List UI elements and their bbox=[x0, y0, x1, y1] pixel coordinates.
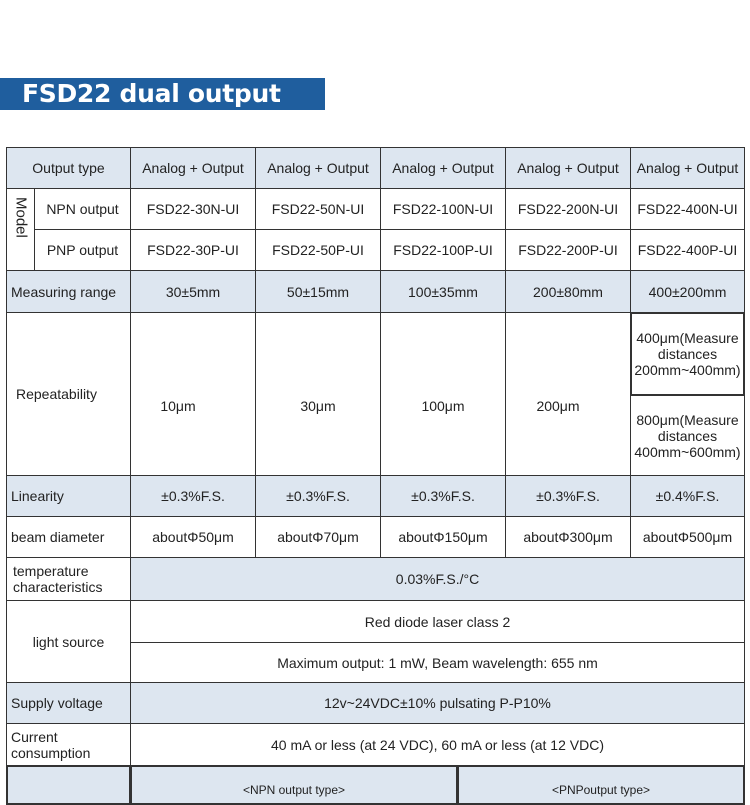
npn-output-type-heading: <NPN output type> bbox=[130, 765, 458, 805]
temperature-value: 0.03%F.S./°C bbox=[130, 557, 745, 601]
npn-label: NPN output bbox=[34, 188, 131, 230]
npn-model: FSD22-50N-UI bbox=[255, 188, 381, 230]
measuring-range-value: 200±80mm bbox=[505, 270, 631, 313]
pnp-model: FSD22-400P-UI bbox=[630, 229, 745, 271]
output-type-cell: Analog + Output bbox=[130, 147, 256, 189]
output-type-cell: Analog + Output bbox=[380, 147, 506, 189]
output-type-cell: Analog + Output bbox=[255, 147, 381, 189]
npn-model: FSD22-400N-UI bbox=[630, 188, 745, 230]
pnp-label: PNP output bbox=[34, 229, 131, 271]
linearity-value: ±0.3%F.S. bbox=[130, 475, 256, 517]
beam-diameter-label: beam diameter bbox=[6, 516, 131, 558]
current-consumption-label: Current consumption bbox=[6, 723, 131, 766]
repeatability-label: Repeatability bbox=[6, 312, 131, 476]
linearity-value: ±0.3%F.S. bbox=[380, 475, 506, 517]
measuring-range-label: Measuring range bbox=[6, 270, 131, 313]
linearity-label: Linearity bbox=[6, 475, 131, 517]
linearity-value: ±0.3%F.S. bbox=[505, 475, 631, 517]
npn-model: FSD22-200N-UI bbox=[505, 188, 631, 230]
measuring-range-value: 30±5mm bbox=[130, 270, 256, 313]
pnp-model: FSD22-30P-UI bbox=[130, 229, 256, 271]
repeatability-value: 30μm bbox=[255, 312, 381, 476]
npn-model: FSD22-30N-UI bbox=[130, 188, 256, 230]
beam-diameter-value: aboutΦ70μm bbox=[255, 516, 381, 558]
linearity-value: ±0.4%F.S. bbox=[630, 475, 745, 517]
beam-diameter-value: aboutΦ300μm bbox=[505, 516, 631, 558]
output-type-cell: Analog + Output bbox=[505, 147, 631, 189]
section-title: FSD22 dual output type bbox=[0, 78, 325, 140]
measuring-range-value: 100±35mm bbox=[380, 270, 506, 313]
pnp-model: FSD22-100P-UI bbox=[380, 229, 506, 271]
beam-diameter-value: aboutΦ150μm bbox=[380, 516, 506, 558]
linearity-value: ±0.3%F.S. bbox=[255, 475, 381, 517]
measuring-range-value: 400±200mm bbox=[630, 270, 745, 313]
supply-voltage-value: 12v~24VDC±10% pulsating P-P10% bbox=[130, 682, 745, 724]
output-type-cell: Analog + Output bbox=[630, 147, 745, 189]
light-source-class: Red diode laser class 2 bbox=[130, 600, 745, 643]
beam-diameter-value: aboutΦ50μm bbox=[130, 516, 256, 558]
supply-voltage-label: Supply voltage bbox=[6, 682, 131, 724]
light-source-label: light source bbox=[6, 600, 131, 683]
repeatability-400-far: 800μm(Measure distances 400mm~600mm) bbox=[630, 395, 745, 476]
temperature-label: temperature characteristics bbox=[6, 557, 131, 601]
light-source-output: Maximum output: 1 mW, Beam wavelength: 6… bbox=[130, 642, 745, 683]
output-type-label: Output type bbox=[6, 147, 131, 189]
repeatability-value: 10μm bbox=[130, 312, 256, 476]
repeatability-value: 200μm bbox=[505, 312, 631, 476]
measuring-range-value: 50±15mm bbox=[255, 270, 381, 313]
npn-model: FSD22-100N-UI bbox=[380, 188, 506, 230]
model-label: Model bbox=[6, 188, 35, 271]
pnp-output-type-heading: <PNPoutput type> bbox=[457, 765, 745, 805]
pnp-model: FSD22-50P-UI bbox=[255, 229, 381, 271]
pnp-model: FSD22-200P-UI bbox=[505, 229, 631, 271]
current-consumption-value: 40 mA or less (at 24 VDC), 60 mA or less… bbox=[130, 723, 745, 766]
repeatability-400-near: 400μm(Measure distances 200mm~400mm) bbox=[630, 312, 745, 396]
output-circuit-label bbox=[6, 765, 131, 805]
repeatability-value: 100μm bbox=[380, 312, 506, 476]
beam-diameter-value: aboutΦ500μm bbox=[630, 516, 745, 558]
